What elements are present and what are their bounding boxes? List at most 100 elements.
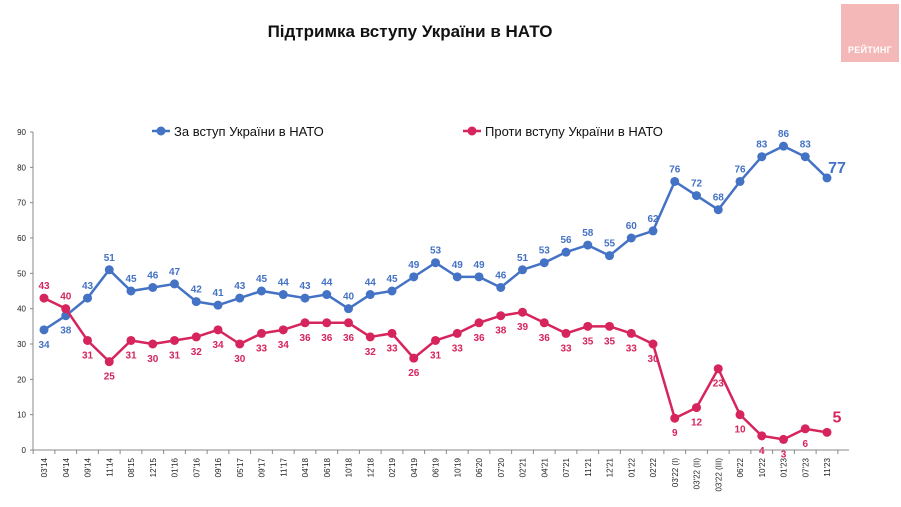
- data-label: 45: [125, 274, 137, 285]
- data-point: [365, 290, 375, 300]
- data-label: 44: [278, 278, 290, 289]
- data-label: 46: [147, 270, 159, 281]
- data-label: 31: [125, 350, 137, 361]
- data-point: [822, 173, 832, 183]
- data-label: 9: [672, 428, 678, 439]
- data-point: [713, 205, 723, 215]
- data-point: [561, 247, 571, 257]
- y-tick-label: 0: [22, 446, 27, 455]
- data-label: 25: [104, 372, 116, 383]
- x-tick-label: 03'22 (II): [693, 458, 702, 490]
- data-point: [518, 265, 527, 275]
- data-point: [452, 272, 462, 282]
- data-point: [61, 304, 71, 314]
- data-label: 49: [452, 260, 464, 271]
- data-point: [474, 318, 484, 328]
- data-label: 58: [582, 228, 594, 239]
- data-label: 77: [828, 160, 846, 177]
- data-label: 30: [647, 354, 659, 365]
- x-tick-label: 02'22: [649, 457, 658, 477]
- logo-text: РЕЙТИНГ: [847, 45, 893, 55]
- x-tick-label: 12'18: [366, 457, 375, 477]
- data-label: 76: [734, 164, 746, 175]
- x-tick-label: 04'14: [62, 457, 71, 477]
- data-point: [561, 328, 571, 338]
- data-point: [583, 321, 593, 331]
- data-label: 36: [473, 333, 485, 344]
- x-tick-label: 09'17: [258, 457, 267, 477]
- data-point: [692, 191, 701, 201]
- legend-label: За вступ України в НАТО: [174, 124, 324, 139]
- x-tick-label: 07'20: [497, 457, 506, 477]
- data-point: [104, 265, 114, 275]
- x-tick-label: 03'22 (III): [714, 458, 723, 492]
- x-tick-label: 01'23: [780, 457, 789, 477]
- data-point: [191, 297, 201, 307]
- data-point: [257, 328, 266, 338]
- x-tick-label: 07'23: [801, 457, 810, 477]
- data-point: [822, 427, 832, 437]
- x-tick-label: 04'18: [301, 457, 310, 477]
- data-label: 4: [759, 446, 765, 457]
- x-tick-label: 07'16: [192, 457, 201, 477]
- data-label: 76: [669, 164, 681, 175]
- data-label: 44: [365, 278, 377, 289]
- data-point: [126, 335, 136, 345]
- data-label: 6: [802, 439, 808, 450]
- data-point: [648, 226, 658, 236]
- data-label: 36: [343, 333, 355, 344]
- data-label: 86: [778, 129, 790, 140]
- data-label: 30: [147, 354, 159, 365]
- data-point: [431, 335, 440, 345]
- y-tick-label: 40: [17, 305, 26, 314]
- data-point: [539, 318, 549, 328]
- data-label: 42: [191, 285, 203, 296]
- y-tick-label: 90: [17, 128, 26, 137]
- data-point: [409, 353, 419, 363]
- data-point: [518, 307, 527, 317]
- data-label: 49: [473, 260, 485, 271]
- x-tick-label: 11'17: [279, 457, 288, 476]
- x-tick-label: 10'18: [345, 457, 354, 477]
- x-tick-label: 11'14: [105, 457, 114, 476]
- data-point: [387, 286, 397, 296]
- data-point: [431, 258, 440, 268]
- data-point: [213, 300, 223, 310]
- data-label: 33: [560, 343, 572, 354]
- data-label: 26: [408, 368, 420, 379]
- data-point: [626, 328, 636, 338]
- data-point: [648, 339, 658, 349]
- data-label: 38: [60, 326, 72, 337]
- data-point: [670, 176, 680, 186]
- data-label: 40: [60, 292, 72, 303]
- x-tick-label: 12'21: [606, 457, 615, 477]
- x-tick-label: 04'19: [410, 457, 419, 477]
- data-point: [496, 282, 506, 292]
- data-label: 62: [647, 214, 659, 225]
- data-point: [583, 240, 593, 250]
- data-point: [692, 403, 701, 413]
- x-tick-label: 03'22 (I): [671, 458, 680, 487]
- data-label: 41: [212, 288, 224, 299]
- data-point: [365, 332, 375, 342]
- data-point: [148, 282, 158, 292]
- data-point: [39, 325, 49, 335]
- legend-label: Проти вступу України в НАТО: [485, 124, 663, 139]
- data-point: [213, 325, 223, 335]
- data-label: 46: [495, 270, 507, 281]
- x-tick-label: 06'20: [475, 457, 484, 477]
- y-tick-label: 60: [17, 234, 26, 243]
- data-label: 45: [256, 274, 268, 285]
- data-point: [626, 233, 636, 243]
- data-label: 36: [321, 333, 333, 344]
- data-point: [757, 152, 767, 162]
- data-label: 68: [713, 193, 725, 204]
- data-point: [800, 424, 810, 434]
- data-point: [83, 293, 92, 303]
- data-point: [474, 272, 484, 282]
- x-tick-label: 03'14: [40, 457, 49, 477]
- data-point: [605, 251, 614, 261]
- chart-title: Підтримка вступу України в НАТО: [267, 22, 553, 41]
- data-point: [300, 293, 310, 303]
- data-label: 36: [299, 333, 311, 344]
